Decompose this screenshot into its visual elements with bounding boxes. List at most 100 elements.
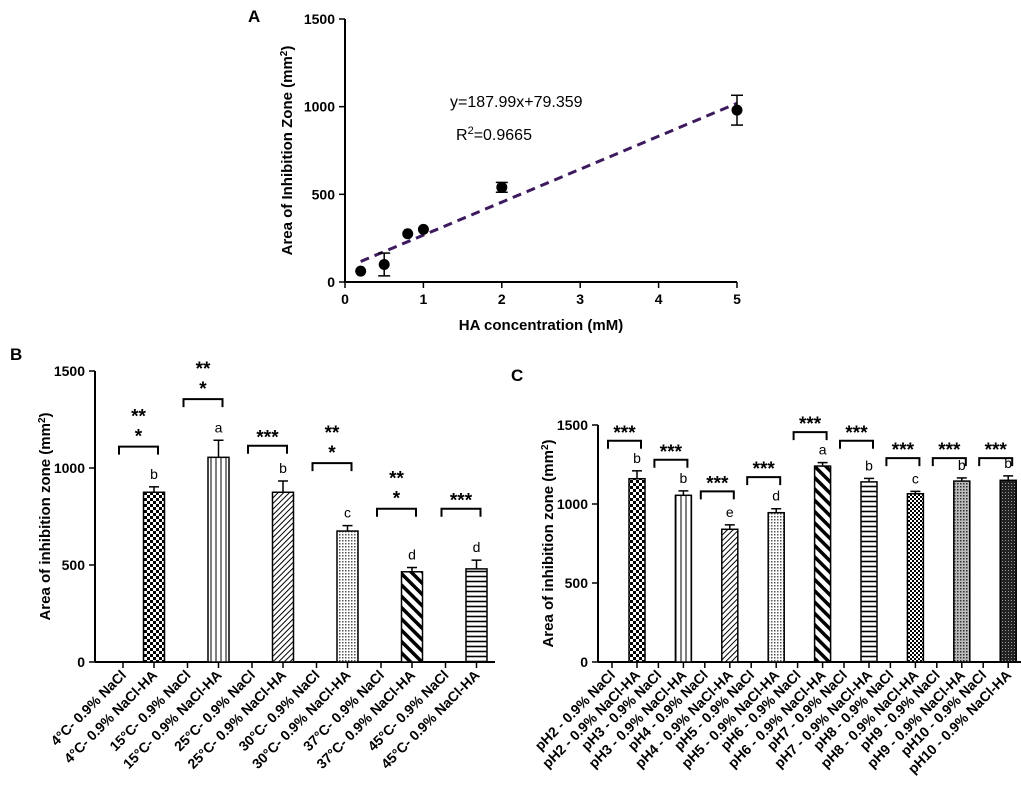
significance-stars: *** (845, 423, 868, 444)
y-tick-label: 0 (77, 654, 85, 670)
significance-letter: b (633, 450, 641, 466)
significance-stars: *** (256, 428, 279, 449)
significance-bracket (118, 445, 159, 455)
y-tick-label: 1500 (304, 11, 335, 27)
fit-line (360, 101, 738, 263)
data-point (355, 265, 367, 277)
significance-stars: * (328, 443, 336, 464)
significance-stars: ** (325, 423, 340, 444)
significance-letter: b (865, 457, 873, 473)
bar (271, 491, 295, 663)
y-tick-label: 0 (580, 654, 588, 670)
bar (813, 465, 832, 663)
bar (721, 528, 739, 663)
bar (142, 491, 166, 663)
significance-stars: *** (799, 414, 822, 435)
significance-stars: ** (196, 359, 211, 380)
significance-bracket (699, 490, 735, 500)
data-point (496, 181, 508, 193)
significance-letter: b (279, 460, 287, 476)
significance-bracket (931, 457, 967, 467)
bar (628, 477, 646, 663)
significance-stars: *** (706, 473, 729, 494)
significance-letter: c (912, 470, 919, 486)
y-axis-title: Area of inhibition zone (mm2) (540, 439, 558, 647)
significance-stars: *** (938, 440, 961, 461)
data-point (402, 228, 414, 240)
x-tick-label: 0 (341, 291, 349, 307)
data-point (378, 258, 390, 270)
panel-label: A (248, 7, 260, 26)
panel-b-bar-chart: B 0 500 1000 1500 Area of inhibition zone (mm… (10, 345, 495, 772)
significance-stars: * (393, 489, 401, 510)
significance-bracket (746, 476, 782, 486)
significance-stars: *** (892, 440, 915, 461)
significance-bracket (839, 439, 874, 449)
x-tick-label: 2 (498, 291, 506, 307)
panel-a-scatter: A 0 500 1000 1500 0 1 2 3 4 5 HA concentration (mM)… (248, 7, 743, 334)
y-axis-title: Area of Inhibition Zone (mm2) (279, 46, 297, 256)
significance-bracket (440, 507, 482, 517)
y-tick-label: 500 (565, 575, 589, 591)
significance-letter: a (819, 442, 827, 458)
r-squared-label: R2=0.9665 (456, 125, 532, 144)
bar (953, 480, 971, 663)
panel-label: B (10, 345, 22, 364)
significance-letter: d (408, 547, 416, 563)
significance-stars: * (135, 427, 143, 448)
panel-c-bar-chart: C 0 500 1000 1500 Area of inhibition zone (mm… (511, 366, 1021, 777)
y-tick-label: 1500 (557, 417, 588, 433)
significance-bracket (885, 457, 921, 467)
bar (207, 456, 230, 663)
x-axis-title: HA concentration (mM) (459, 317, 623, 334)
bar (860, 481, 878, 663)
significance-stars: ** (389, 469, 404, 490)
significance-bracket (653, 458, 689, 468)
significance-letter: b (150, 466, 158, 482)
x-tick-label: 4 (655, 291, 663, 307)
significance-stars: *** (753, 459, 776, 480)
significance-stars: *** (450, 491, 473, 512)
significance-stars: *** (660, 442, 683, 463)
y-tick-label: 1000 (54, 460, 85, 476)
significance-letter: b (1004, 455, 1012, 471)
bar (465, 568, 488, 663)
bar (999, 479, 1017, 663)
bar (400, 571, 424, 663)
significance-bracket (247, 444, 288, 454)
significance-bracket (182, 398, 224, 408)
significance-stars: *** (985, 440, 1008, 461)
bar (674, 494, 693, 663)
y-tick-label: 500 (312, 186, 336, 202)
panel-label: C (511, 366, 523, 385)
y-tick-label: 1500 (54, 363, 85, 379)
significance-stars: ** (131, 407, 146, 428)
significance-stars: *** (613, 423, 636, 444)
significance-bracket (311, 462, 353, 472)
significance-stars: * (199, 379, 207, 400)
significance-letter: d (772, 488, 780, 504)
y-tick-label: 1000 (304, 99, 335, 115)
significance-letter: e (726, 504, 734, 520)
significance-letter: a (215, 419, 223, 435)
x-tick-label: 5 (733, 291, 741, 307)
y-axis-title: Area of inhibition zone (mm2) (37, 412, 55, 620)
y-tick-label: 1000 (557, 496, 588, 512)
significance-bracket (792, 431, 828, 441)
equation-label: y=187.99x+79.359 (450, 94, 583, 111)
significance-bracket (376, 507, 417, 517)
data-point (731, 104, 743, 116)
bar (336, 530, 359, 663)
y-tick-label: 500 (62, 557, 86, 573)
bar (906, 492, 925, 663)
significance-bracket (978, 457, 1014, 467)
x-tick-label: 1 (420, 291, 428, 307)
significance-letter: b (680, 470, 688, 486)
significance-letter: c (344, 505, 351, 521)
bar (767, 511, 785, 663)
data-point (417, 223, 429, 235)
significance-letter: b (958, 457, 966, 473)
x-tick-label: 3 (576, 291, 584, 307)
y-tick-label: 0 (327, 274, 335, 290)
